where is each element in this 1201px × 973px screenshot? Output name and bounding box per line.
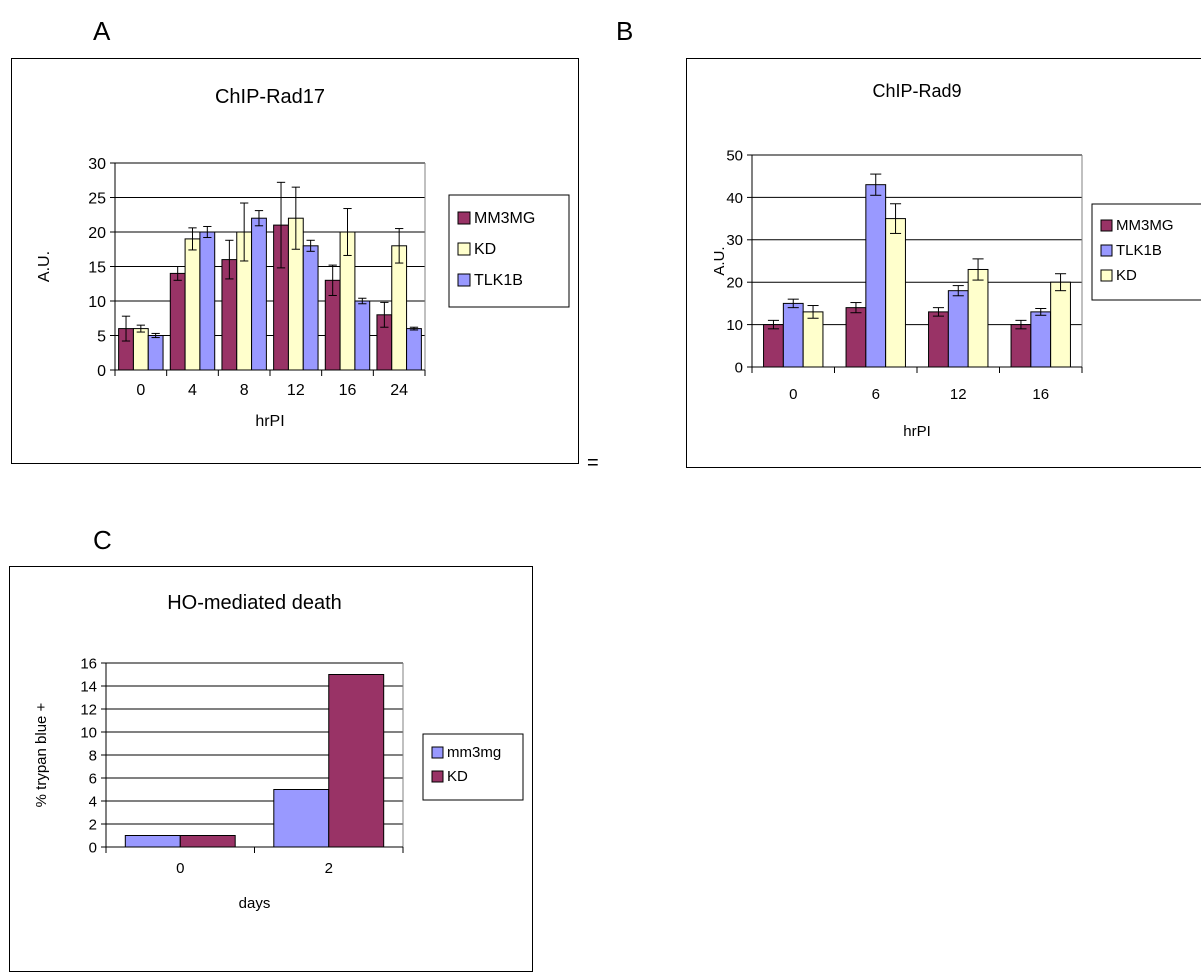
chart-a-frame: ChIP-Rad17 0 5 10 15 20 25 30 0 4 8 12 16 24 hrPI A.U. M…: [11, 58, 579, 464]
chart-c-y-tick-label: 2: [89, 816, 97, 833]
chart-b-x-tick-label: 6: [872, 386, 880, 403]
chart-a-legend-label-tlk1b: TLK1B: [474, 272, 523, 289]
chart-c-bar-mm3mg-2: [273, 789, 330, 848]
chart-c-legend-label-kd: KD: [447, 768, 468, 785]
chart-a-legend-swatch-kd: [457, 242, 471, 256]
chart-c-y-tick-label: 10: [80, 724, 97, 741]
chart-c-title: HO-mediated death: [167, 592, 342, 614]
chart-b-bar-kd-12: [967, 268, 989, 368]
chart-a-x-axis-title: hrPI: [255, 413, 284, 430]
chart-b-y-tick-label: 0: [735, 359, 743, 376]
chart-b-bar-mm3mg-16: [1010, 324, 1032, 368]
chart-c-y-tick-label: 0: [89, 839, 97, 856]
chart-a-bar-kd-4: [184, 238, 201, 371]
chart-a-bar-tlk1b-0: [147, 335, 164, 371]
chart-c-x-tick-label: 2: [325, 860, 333, 877]
chart-b-bar-kd-0: [802, 311, 824, 368]
panel-label-b: B: [616, 16, 634, 46]
chart-a-x-tick-label: 16: [339, 382, 357, 399]
chart-a-legend-swatch-tlk1b: [457, 273, 471, 287]
chart-b-legend-swatch-mm3mg: [1100, 219, 1113, 232]
chart-a-bar-mm3mg-4: [169, 272, 186, 371]
chart-a-y-tick-label: 10: [88, 294, 106, 311]
chart-b-bar-kd-16: [1050, 281, 1071, 368]
chart-a-y-tick-label: 20: [88, 225, 106, 242]
chart-b-legend-swatch-kd: [1100, 269, 1113, 282]
chart-a-legend-swatch-mm3mg: [457, 211, 471, 225]
chart-b-legend-label-kd: KD: [1116, 267, 1137, 284]
chart-a-title: ChIP-Rad17: [215, 86, 325, 108]
chart-b-bar-tlk1b-16: [1030, 311, 1052, 368]
chart-a-bar-tlk1b-16: [354, 300, 371, 371]
chart-a-bar-tlk1b-4: [199, 231, 216, 371]
chart-c-y-tick-label: 14: [80, 678, 97, 695]
chart-b-bar-kd-6: [885, 218, 906, 368]
chart-b-legend-label-tlk1b: TLK1B: [1116, 242, 1162, 259]
chart-a-y-tick-label: 5: [97, 328, 106, 345]
chart-a-bar-tlk1b-12: [302, 245, 319, 371]
chart-c: HO-mediated death 0 2 4 6 8 10 12 14 16 0 2 days % tr…: [33, 592, 524, 912]
chart-b-bar-mm3mg-12: [928, 311, 949, 368]
chart-c-bar-kd-2: [328, 674, 385, 848]
chart-a-y-tick-label: 25: [88, 190, 106, 207]
chart-c-legend-box: [422, 733, 524, 801]
chart-b-y-tick-label: 30: [726, 232, 743, 249]
chart-b-x-axis-title: hrPI: [903, 423, 931, 440]
chart-b-x-tick-label: 0: [789, 386, 797, 403]
chart-b-y-tick-label: 10: [726, 317, 743, 334]
chart-c-y-tick-label: 12: [80, 701, 97, 718]
chart-b-title: ChIP-Rad9: [872, 81, 961, 101]
chart-a-y-tick-label: 15: [88, 259, 106, 276]
chart-b-legend-swatch-tlk1b: [1100, 244, 1113, 257]
chart-b-bar-tlk1b-6: [865, 184, 887, 368]
chart-a-bar-tlk1b-24: [406, 328, 422, 371]
chart-c-y-tick-label: 6: [89, 770, 97, 787]
chart-b-y-tick-label: 20: [726, 275, 743, 292]
chart-a: ChIP-Rad17 0 5 10 15 20 25 30 0 4 8 12 16 24 hrPI A.U. M…: [36, 86, 570, 430]
chart-b-bar-tlk1b-12: [947, 290, 969, 368]
chart-c-legend-swatch-mm3mg: [431, 746, 444, 759]
chart-c-y-tick-label: 8: [89, 747, 97, 764]
stray-equals-mark: =: [587, 452, 599, 474]
chart-c-x-tick-label: 0: [176, 860, 184, 877]
chart-a-y-axis-title: A.U.: [36, 251, 53, 282]
chart-a-bar-kd-24: [391, 245, 408, 371]
chart-b: ChIP-Rad9 0 10 20 30 40 50 0 6 12 16 hrPI A.U. MM3MG T…: [711, 81, 1201, 440]
chart-c-legend-swatch-kd: [431, 770, 444, 783]
chart-a-bar-tlk1b-8: [251, 217, 267, 371]
chart-b-frame: ChIP-Rad9 0 10 20 30 40 50 0 6 12 16 hrPI A.U. MM3MG T…: [686, 58, 1201, 468]
chart-b-legend-label-mm3mg: MM3MG: [1116, 217, 1174, 234]
chart-c-y-tick-label: 4: [89, 793, 97, 810]
chart-b-bar-mm3mg-6: [845, 307, 867, 368]
chart-a-x-tick-label: 4: [188, 382, 197, 399]
chart-b-bar-tlk1b-0: [782, 302, 804, 368]
chart-b-y-tick-label: 40: [726, 190, 743, 207]
panel-label-a: A: [93, 16, 111, 46]
chart-a-x-tick-label: 24: [390, 382, 408, 399]
chart-a-y-tick-label: 30: [88, 156, 106, 173]
chart-b-bar-mm3mg-0: [763, 324, 784, 368]
chart-a-x-tick-label: 0: [136, 382, 145, 399]
chart-c-frame: HO-mediated death 0 2 4 6 8 10 12 14 16 0 2 days % tr…: [9, 566, 533, 972]
chart-c-bar-kd-0: [179, 835, 236, 848]
chart-c-y-tick-label: 16: [80, 655, 97, 672]
chart-a-bar-kd-0: [132, 328, 149, 371]
chart-a-x-tick-label: 12: [287, 382, 305, 399]
chart-a-legend-label-mm3mg: MM3MG: [474, 210, 535, 227]
panel-label-c: C: [93, 525, 112, 555]
chart-a-legend-label-kd: KD: [474, 241, 496, 258]
chart-c-y-axis-title: % trypan blue +: [33, 702, 50, 807]
chart-b-x-tick-label: 12: [950, 386, 967, 403]
chart-c-legend-label-mm3mg: mm3mg: [447, 744, 501, 761]
chart-b-y-tick-label: 50: [726, 147, 743, 164]
chart-a-x-tick-label: 8: [240, 382, 249, 399]
chart-b-y-axis-title: A.U.: [711, 246, 728, 275]
chart-b-x-tick-label: 16: [1032, 386, 1049, 403]
chart-c-x-axis-title: days: [239, 895, 271, 912]
chart-a-y-tick-label: 0: [97, 363, 106, 380]
chart-c-bar-mm3mg-0: [124, 835, 181, 848]
